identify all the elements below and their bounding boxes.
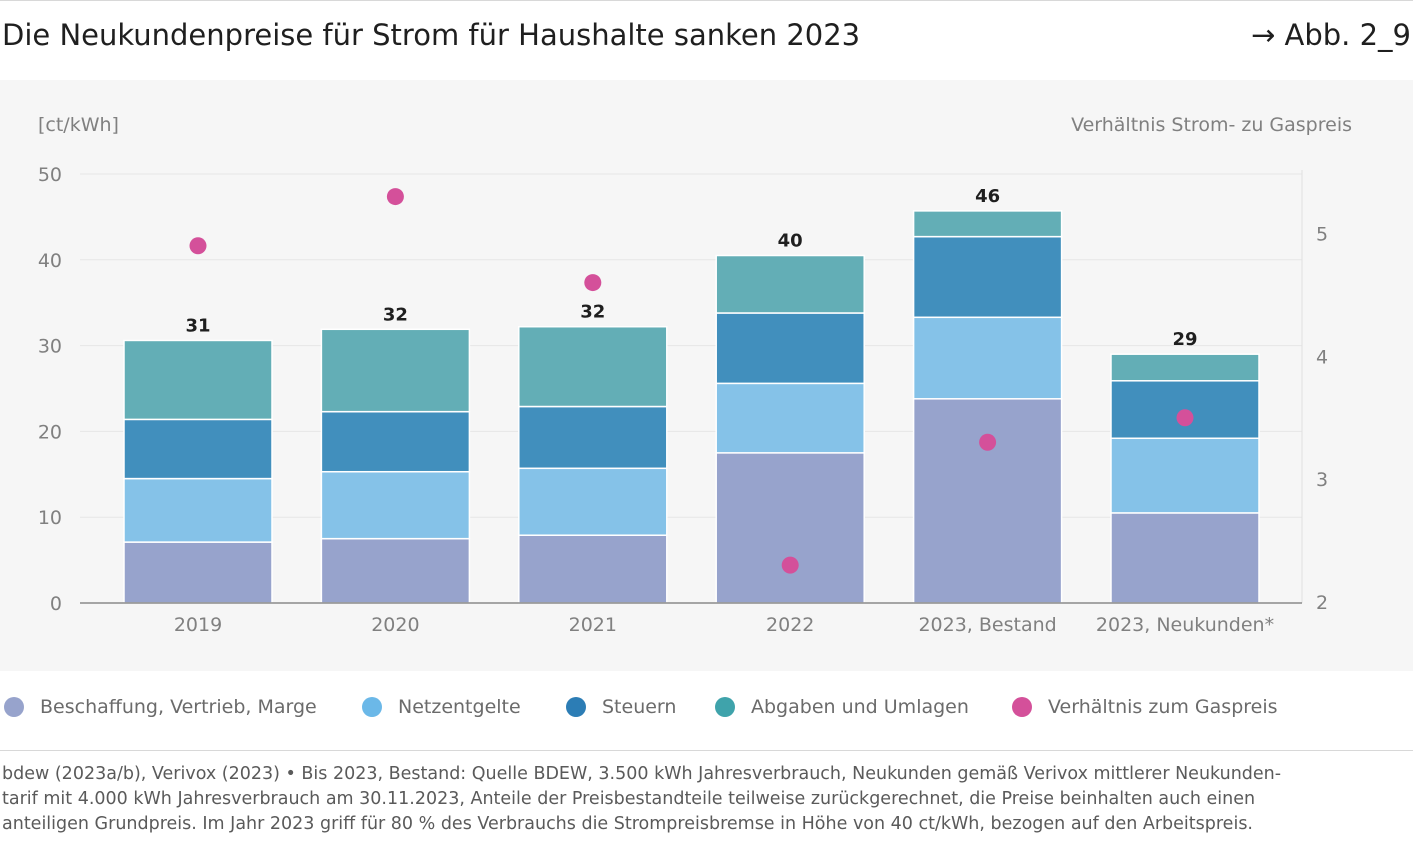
bar-segment <box>518 534 668 604</box>
bar-segment <box>1110 353 1260 382</box>
y-tick-label: 20 <box>38 421 62 443</box>
legend-item-steuern[interactable]: Steuern <box>566 696 676 718</box>
top-divider <box>0 0 1413 1</box>
stacked-bar-chart: [ct/kWh] Verhältnis Strom- zu Gaspreis 0 10… <box>38 114 1352 636</box>
y2-tick-label: 3 <box>1316 469 1328 491</box>
bar-total-label: 32 <box>580 302 605 323</box>
x-tick-label: 2019 <box>174 614 222 636</box>
bar-total-label: 46 <box>975 186 1000 207</box>
ratio-point <box>584 274 602 292</box>
y2-tick-label: 2 <box>1316 592 1328 614</box>
bar-segment <box>715 382 865 454</box>
source-note-line: anteiligen Grundpreis. Im Jahr 2023 grif… <box>2 814 1253 834</box>
legend-swatch <box>1012 697 1032 717</box>
bar-segment <box>320 328 471 413</box>
bar-segment <box>912 316 1063 400</box>
bar-segment <box>123 541 273 604</box>
legend-label: Abgaben und Umlagen <box>751 696 969 718</box>
chart-panel: [ct/kWh] Verhältnis Strom- zu Gaspreis 0 10… <box>0 80 1413 671</box>
source-note: bdew (2023a/b), Verivox (2023) • Bis 202… <box>2 762 1402 837</box>
x-tick-label: 2023, Bestand <box>918 614 1056 636</box>
legend-swatch <box>362 697 382 717</box>
legend-label: Steuern <box>602 696 677 718</box>
bar-segment <box>715 312 865 385</box>
chart-legend: Beschaffung, Vertrieb, Marge Netzentgelt… <box>0 696 1413 728</box>
legend-item-abgaben[interactable]: Abgaben und Umlagen <box>715 696 969 718</box>
y-tick-label: 30 <box>38 336 62 358</box>
bar-segment <box>320 470 471 540</box>
bar-segment <box>123 418 273 480</box>
bar-segment <box>123 477 273 543</box>
x-tick-label: 2020 <box>371 614 419 636</box>
y-tick-label: 50 <box>38 164 62 186</box>
ratio-point <box>189 237 207 255</box>
y2-tick-label: 5 <box>1316 223 1328 245</box>
footer-divider <box>0 750 1413 751</box>
y-tick-label: 0 <box>50 593 62 615</box>
bar-segment <box>912 398 1063 604</box>
legend-label: Netzentgelte <box>398 696 521 718</box>
bar-segment <box>320 410 471 473</box>
y2-axis-title: Verhältnis Strom- zu Gaspreis <box>1071 114 1352 136</box>
bar-segment <box>320 537 471 604</box>
bar-total-label: 31 <box>185 315 210 336</box>
bar-segment <box>123 339 273 421</box>
bar-segment <box>715 452 865 604</box>
bar-segment <box>1110 437 1260 514</box>
ratio-point <box>781 556 799 574</box>
bar-total-label: 32 <box>383 304 408 325</box>
figure-reference-link[interactable]: → Abb. 2_9 <box>1250 18 1411 52</box>
chart-title: Die Neukundenpreise für Strom für Hausha… <box>2 18 861 52</box>
legend-swatch <box>566 697 586 717</box>
x-tick-label: 2023, Neukunden* <box>1096 614 1274 636</box>
bar-segment <box>1110 512 1260 604</box>
bar-segment <box>518 325 668 408</box>
y-tick-label: 10 <box>38 507 62 529</box>
bar-total-label: 40 <box>778 231 803 252</box>
source-note-line: bdew (2023a/b), Verivox (2023) • Bis 202… <box>2 764 1282 784</box>
bar-segment <box>518 405 668 470</box>
legend-item-verhaeltnis[interactable]: Verhältnis zum Gaspreis <box>1012 696 1278 718</box>
ratio-point <box>386 188 404 206</box>
source-note-line: tarif mit 4.000 kWh Jahresverbrauch am 3… <box>2 789 1256 809</box>
y-tick-label: 40 <box>38 250 62 272</box>
legend-item-beschaffung[interactable]: Beschaffung, Vertrieb, Marge <box>4 696 317 718</box>
x-tick-label: 2022 <box>766 614 814 636</box>
legend-item-netzentgelte[interactable]: Netzentgelte <box>362 696 521 718</box>
bar-segment <box>1110 380 1260 440</box>
y-axis-unit-label: [ct/kWh] <box>38 114 119 136</box>
bar-segment <box>715 254 865 314</box>
legend-swatch <box>715 697 735 717</box>
ratio-point <box>979 433 997 451</box>
y2-tick-label: 4 <box>1316 346 1328 368</box>
legend-label: Beschaffung, Vertrieb, Marge <box>40 696 317 718</box>
bar-segment <box>518 467 668 536</box>
bar-total-label: 29 <box>1172 329 1197 350</box>
ratio-point <box>1176 409 1194 427</box>
legend-label: Verhältnis zum Gaspreis <box>1048 696 1278 718</box>
bar-segment <box>912 235 1063 319</box>
x-tick-label: 2021 <box>569 614 617 636</box>
legend-swatch <box>4 697 24 717</box>
bar-segment <box>912 210 1063 238</box>
